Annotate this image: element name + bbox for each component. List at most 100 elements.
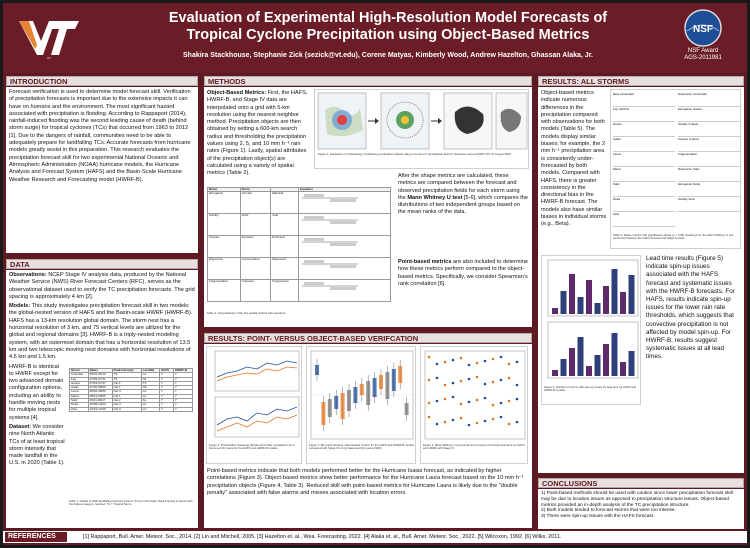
table-5-cell-a: Fay (HAFS)	[613, 107, 675, 122]
table-5: Beta (Cristobal) Fay (HAFS) Hanna Isaias Lau…	[610, 89, 741, 249]
table-1-row: Cristobal 06/01-06/10 TS LA Y Y	[69, 372, 194, 378]
boxplot-box	[404, 403, 409, 415]
table-5-cell-a: Hanna	[613, 122, 675, 137]
table-1-body: Cristobal 06/01-06/10 TS LA Y Y Fay 07/09-07/11…	[69, 372, 194, 413]
figure-6-bar	[594, 355, 601, 376]
table-2-cell: Concentrated	[239, 257, 272, 281]
observations-text: NCEP Stage IV analysis data, produced by…	[9, 272, 195, 300]
figure-6-bar	[620, 292, 626, 314]
methods-panel: Object-Based Metrics: First, the HAFS, H…	[204, 87, 532, 327]
figure-1-panel-d	[495, 92, 528, 150]
methods-after-text: After the shape metrics are calculated, …	[398, 173, 520, 201]
figure-6-bar	[620, 362, 626, 376]
table-2-cell: Circular	[239, 191, 272, 215]
table-5-cell-a: Sally	[613, 182, 675, 197]
figure-4-point	[451, 358, 455, 362]
figure-6-bars	[547, 259, 639, 379]
introduction-heading: INTRODUCTION	[6, 76, 198, 86]
table-2-row: Elongation Circular Elliptical	[207, 191, 391, 215]
table-2-header-row: Name Score Equation	[207, 186, 391, 193]
table-1-row: Zeta 10/24-10/29 Cat 3 LA Y Y	[69, 406, 194, 413]
nsf-logo: NSF	[684, 9, 722, 47]
title-line-2: Tropical Cyclone Precipitation using Obj…	[186, 27, 590, 43]
table-2-header: Equation	[298, 186, 391, 193]
table-5-cell-a: Zeta	[613, 212, 675, 227]
figure-6-bar	[586, 280, 592, 314]
figure-6-panel-a	[547, 259, 639, 317]
data-heading: DATA	[6, 259, 198, 269]
figure-4-point	[483, 396, 487, 400]
authors: Shakira Stackhouse, Stephanie Zick (sezi…	[183, 52, 593, 59]
table-2-cell: Dispersion	[207, 257, 241, 281]
figure-4-point	[499, 378, 503, 382]
equation-graphic	[302, 282, 359, 291]
table-1-cell: Y	[172, 406, 194, 413]
figure-6-bar	[586, 366, 592, 376]
table-2-cell: Exposed	[239, 235, 272, 259]
figure-2-plots	[214, 350, 300, 438]
boxplot-box	[366, 381, 371, 405]
table-2-cell: Closure	[207, 235, 241, 259]
figure-4-point	[475, 361, 479, 365]
figure-4-point	[515, 383, 519, 387]
conclusion-item-3: 3) There were spin-up issues with the HA…	[541, 514, 655, 520]
table-5-cell-a: Laura	[613, 152, 675, 167]
figure-4-point	[427, 355, 431, 359]
table-2-body: Elongation Circular Elliptical Solidity Soli…	[207, 191, 391, 303]
models-label: Models:	[9, 303, 31, 310]
boxplot-box	[385, 372, 390, 399]
figure-4-point	[467, 377, 471, 381]
equation-cell	[298, 213, 391, 237]
figure-6-bar	[611, 333, 618, 376]
figure-4-point	[435, 422, 439, 426]
figure-4-point	[507, 422, 511, 426]
boxplot-box	[379, 375, 383, 389]
poster: VT Evaluation of Experimental High-Resol…	[3, 3, 747, 545]
nsf-award: NSF Award AGS-2011981	[663, 48, 743, 62]
figure-4-point	[515, 420, 519, 424]
figure-4-point	[443, 420, 447, 424]
figure-1-panel-a	[317, 92, 367, 150]
figure-4-point	[491, 380, 495, 384]
hwrfb-text: HWRF-B is identical to HWRF except for t…	[9, 363, 64, 421]
figure-4-point	[435, 362, 439, 366]
table-1-row: Marco 08/21-08/25 Cat 1 LA Y Y	[69, 393, 194, 400]
table-2-cell: Fragmented	[270, 279, 300, 303]
equation-graphic	[302, 194, 359, 203]
equation-cell	[298, 235, 391, 259]
figure-4-point	[459, 402, 463, 406]
observations-label: Observations:	[9, 272, 47, 278]
equation-cell	[298, 279, 391, 303]
figure-1-arrow-2	[431, 118, 442, 124]
boxplot-box	[334, 396, 339, 409]
vt-logo: VT	[15, 15, 83, 61]
table-2-cell: Cohesive	[239, 279, 272, 303]
dataset-label: Dataset:	[9, 423, 32, 430]
figure-4-point	[459, 379, 463, 383]
table-2-row: Closure Exposed Enclosed	[207, 235, 391, 259]
lead-time-text: Lead time results (Figure 5) indicate sp…	[646, 255, 735, 361]
poster-header: VT Evaluation of Experimental High-Resol…	[3, 3, 747, 73]
table-5-caption: Table 5. Shape metrics with significance…	[613, 233, 734, 241]
nsf-award-number: AGS-2011981	[684, 55, 722, 61]
table-2-cell: Dispersed	[270, 257, 300, 281]
methods-heading: METHODS	[204, 76, 532, 86]
figure-6-bar	[577, 337, 584, 376]
figure-3-boxes	[315, 359, 409, 431]
table-1-cell: Zeta	[69, 406, 89, 413]
nsf-award-label: NSF Award	[687, 48, 719, 54]
conclusion-item-1: 1) Point-based methods should be used wi…	[541, 491, 733, 508]
figure-4-point	[427, 378, 431, 382]
table-1-row: Laura 08/20-08/29 Cat 4 LA Y Y	[69, 389, 194, 395]
table-5-cell-a: Beta (Cristobal)	[613, 92, 675, 107]
figure-1-arrow-1	[368, 118, 379, 124]
figure-1: Figure 1. Illustration of methodology of…	[314, 89, 529, 169]
boxplot-box	[359, 384, 364, 395]
equation-graphic	[302, 238, 359, 247]
table-1-caption: Table 1. Details of 2020 landfalling tro…	[69, 499, 193, 507]
figure-4-point	[451, 381, 455, 385]
figure-4-point	[443, 360, 447, 364]
figure-4-point	[499, 415, 503, 419]
figure-4-point	[483, 419, 487, 423]
table-5-cell-a: Marco	[613, 167, 675, 182]
